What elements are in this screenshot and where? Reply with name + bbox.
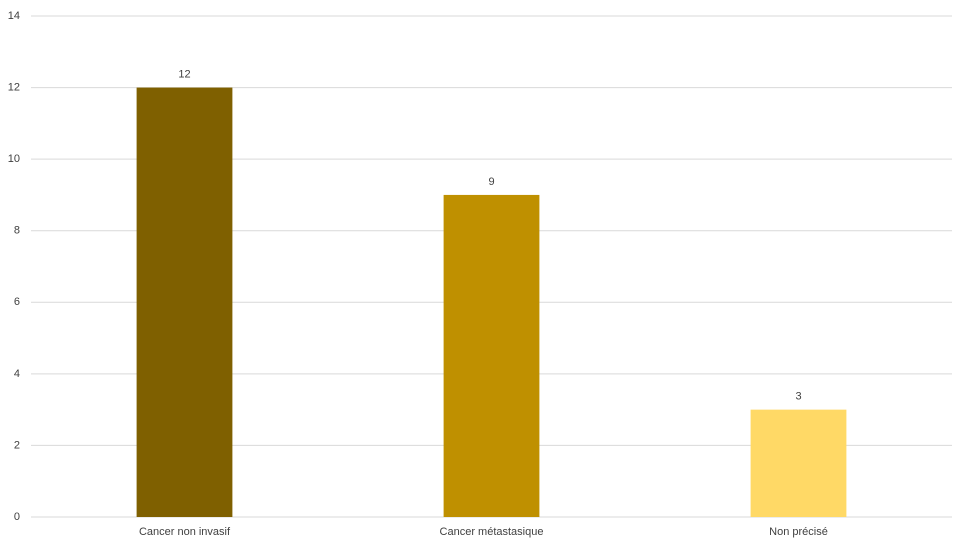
- y-tick-label: 10: [8, 153, 20, 165]
- y-tick-label: 6: [14, 296, 20, 308]
- bar: [443, 194, 540, 517]
- y-tick-label: 14: [8, 10, 20, 22]
- bar: [136, 87, 233, 518]
- y-tick-label: 4: [14, 368, 20, 380]
- bar: [750, 409, 847, 517]
- x-tick-label: Cancer non invasif: [139, 526, 231, 538]
- x-tick-label: Non précisé: [769, 526, 828, 538]
- y-tick-label: 8: [14, 225, 20, 237]
- y-tick-label: 2: [14, 439, 20, 451]
- data-label: 9: [488, 176, 494, 188]
- data-label: 12: [178, 68, 190, 80]
- x-tick-label: Cancer métastasique: [440, 526, 544, 538]
- y-tick-label: 12: [8, 81, 20, 93]
- y-tick-label: 0: [14, 511, 20, 523]
- data-label: 3: [795, 391, 801, 403]
